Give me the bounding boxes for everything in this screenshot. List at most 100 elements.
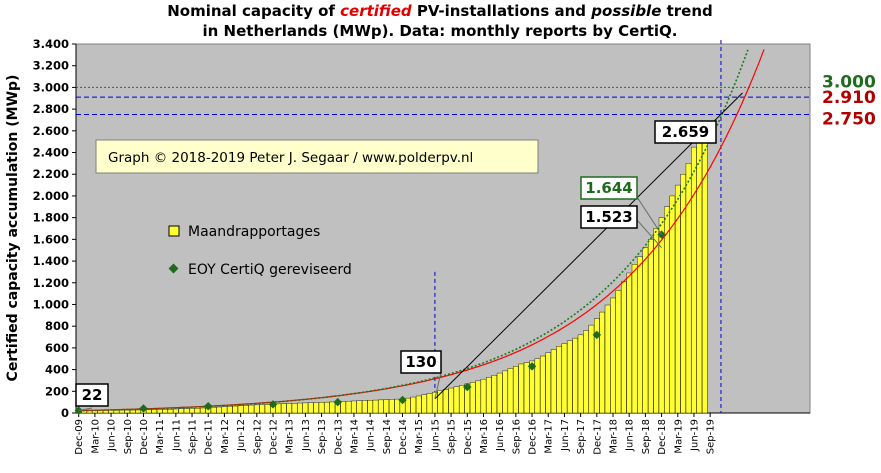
x-tick-label: Mar-18 — [609, 419, 620, 454]
bar — [567, 340, 573, 414]
x-tick-label: Sep-15 — [447, 419, 458, 454]
eoy-marker — [527, 362, 537, 371]
chart-title-line2: in Netherlands (MWp). Data: monthly repo… — [203, 22, 678, 40]
bar — [259, 404, 265, 414]
x-tick-label: Dec-18 — [657, 419, 668, 455]
bar — [200, 407, 206, 414]
callout-box — [654, 120, 717, 144]
bar — [297, 402, 303, 414]
x-tick-label: Sep-14 — [382, 419, 393, 454]
bar — [254, 404, 260, 414]
bar — [383, 399, 390, 414]
bar — [523, 362, 530, 414]
bar — [388, 399, 395, 414]
x-tick-label: Mar-15 — [414, 419, 425, 454]
bar — [372, 399, 379, 414]
x-tick-label: Jun-17 — [560, 419, 571, 452]
title-part: Nominal capacity of — [167, 2, 340, 20]
bar — [647, 239, 654, 414]
x-tick-label: Mar-16 — [479, 419, 490, 454]
x-tick-label: Dec-12 — [268, 419, 279, 455]
y-tick-label: 1.400 — [33, 254, 69, 268]
x-tick-label: Mar-13 — [285, 419, 296, 454]
bar — [475, 380, 481, 414]
bar — [210, 407, 217, 414]
x-tick-label: Jun-13 — [301, 419, 312, 452]
x-tick-label: Sep-18 — [641, 419, 652, 454]
x-tick-label: Jun-19 — [689, 419, 700, 452]
bar — [599, 311, 606, 414]
bar — [594, 318, 600, 414]
bar — [513, 366, 519, 414]
y-tick-label: 2.800 — [33, 102, 69, 116]
y-tick-label: 400 — [45, 363, 69, 377]
callout-label: 130 — [405, 353, 436, 371]
bar — [669, 195, 676, 414]
x-tick-label: Jun-16 — [495, 419, 506, 452]
eoy-marker — [398, 395, 407, 405]
bar — [701, 124, 708, 414]
bar — [162, 409, 168, 414]
bar — [216, 406, 222, 414]
bar — [232, 405, 239, 414]
x-tick-label: Jun-11 — [171, 419, 182, 452]
bar — [313, 402, 319, 414]
callout-leader — [636, 219, 662, 249]
x-tick-label: Sep-16 — [511, 419, 522, 454]
bar — [685, 163, 692, 414]
bar — [189, 408, 195, 414]
bar — [664, 206, 670, 414]
callout-box — [580, 176, 638, 200]
bar — [577, 334, 584, 414]
eoy-marker — [203, 402, 213, 411]
bar — [318, 402, 325, 414]
bar — [588, 324, 595, 414]
trend-lines — [78, 49, 765, 412]
eoy-markers — [74, 230, 666, 415]
bar — [167, 409, 174, 414]
bar — [227, 406, 233, 414]
bar — [280, 403, 287, 414]
title-part: PV-installations and — [412, 2, 592, 20]
bar — [183, 408, 190, 414]
bar — [194, 408, 201, 414]
bar — [674, 184, 681, 414]
x-tick-label: Sep-13 — [317, 419, 328, 454]
bar — [178, 408, 185, 414]
bar — [221, 406, 228, 414]
reference-label: 2.910 — [822, 88, 876, 108]
callout-leader — [78, 407, 93, 412]
bar — [119, 409, 125, 414]
chart-title-line1: Nominal capacity of certified PV-install… — [167, 2, 713, 20]
bar — [275, 403, 282, 414]
bar — [378, 399, 384, 414]
bar — [405, 397, 411, 414]
x-tick-label: Dec-14 — [398, 419, 409, 455]
y-tick-label: 2.200 — [33, 167, 69, 181]
y-tick-label: 2.600 — [33, 124, 69, 138]
bar — [367, 400, 373, 414]
y-tick-label: 3.400 — [33, 37, 69, 51]
eoy-marker — [268, 400, 278, 409]
title-part: possible — [590, 2, 661, 20]
x-tick-label: Sep-19 — [706, 419, 717, 454]
bar — [583, 330, 589, 414]
bar — [545, 352, 552, 414]
legend-swatch-bar — [168, 225, 180, 237]
bar — [173, 408, 179, 414]
bar — [491, 375, 498, 414]
reference-label: 3.000 — [822, 72, 876, 92]
x-tick-label: Mar-14 — [349, 419, 360, 454]
trend-line-green-dotted — [78, 49, 749, 412]
bar — [691, 146, 697, 414]
bar — [621, 281, 627, 414]
legend-label-markers: EOY CertiQ gereviseerd — [188, 262, 352, 278]
x-tick-label: Mar-11 — [155, 419, 166, 454]
credit-box: Graph © 2018-2019 Peter J. Segaar / www.… — [95, 139, 539, 174]
bar — [135, 409, 141, 414]
bar — [550, 349, 557, 414]
legend-swatch-marker — [168, 263, 179, 274]
bar — [496, 372, 503, 414]
callout-label: 22 — [82, 386, 103, 404]
